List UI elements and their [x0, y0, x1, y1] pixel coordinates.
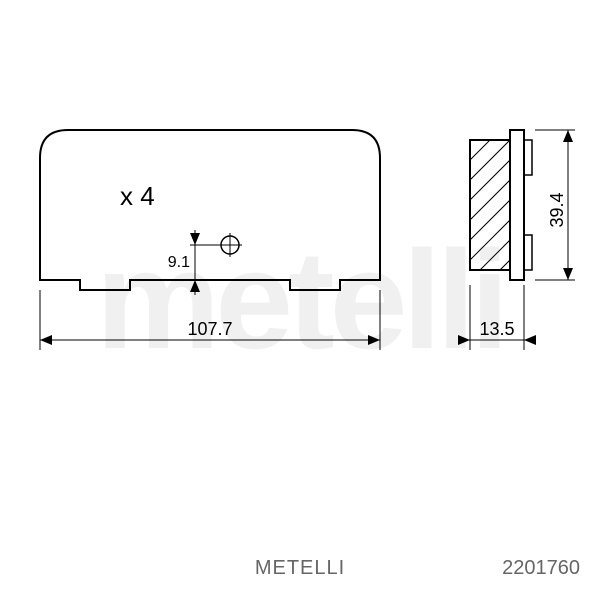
dimension-hole-offset: 9.1 [168, 230, 230, 295]
side-view [470, 130, 532, 280]
front-view [40, 130, 380, 290]
dimension-height: 39.4 [535, 130, 575, 280]
quantity-label: x 4 [120, 181, 155, 211]
dimension-thickness: 13.5 [458, 285, 536, 350]
technical-diagram: x 4 107.7 9.1 [0, 0, 600, 600]
svg-text:39.4: 39.4 [547, 192, 567, 227]
svg-text:107.7: 107.7 [187, 319, 232, 339]
svg-text:9.1: 9.1 [168, 254, 190, 271]
svg-text:13.5: 13.5 [479, 319, 514, 339]
dimension-width: 107.7 [40, 290, 380, 350]
